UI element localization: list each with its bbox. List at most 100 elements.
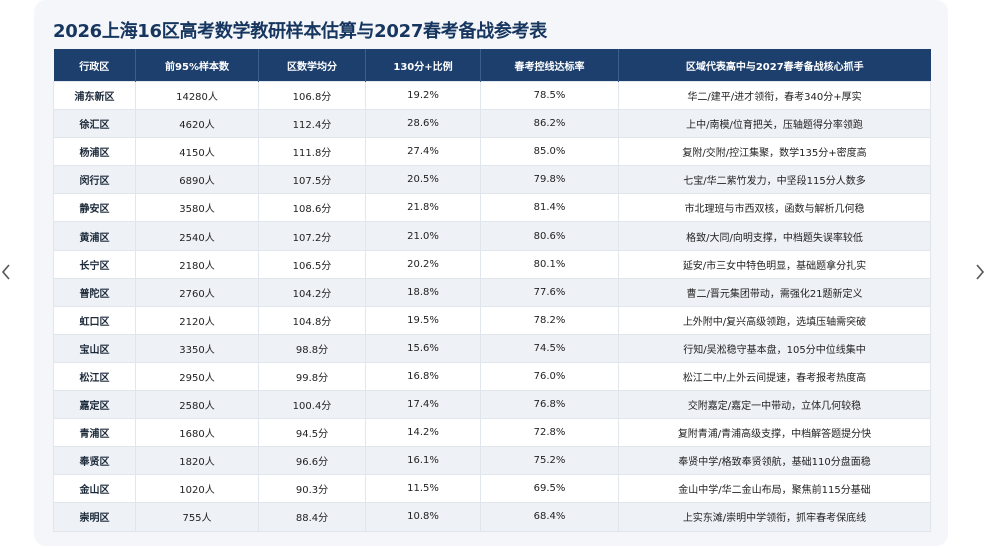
col-strategy-cell: 交附嘉定/嘉定一中带动，立体几何较稳 [618, 390, 931, 420]
col-pass-rate-cell: 75.2% [480, 446, 619, 476]
col-sample-count-cell: 6890人 [135, 165, 259, 195]
col-130-ratio-cell: 11.5% [365, 474, 481, 504]
col-strategy-cell: 奉贤中学/格致奉贤领航，基础110分盘面稳 [618, 446, 931, 476]
col-pass-rate-cell: 86.2% [480, 109, 619, 139]
col-pass-rate-cell: 78.2% [480, 305, 619, 335]
col-sample-count-cell: 755人 [135, 502, 259, 532]
page-title: 2026上海16区高考数学教研样本估算与2027春考备战参考表 [53, 21, 547, 42]
col-130-ratio-cell: 18.8% [365, 277, 481, 307]
col-avg-score-cell: 88.4分 [258, 502, 366, 532]
col-pass-rate-cell: 79.8% [480, 165, 619, 195]
col-avg-score-cell: 96.6分 [258, 446, 366, 476]
col-avg-score-cell: 104.2分 [258, 277, 366, 307]
table-body: 浦东新区 14280人 106.8分 19.2% 78.5% 华二/建平/进才领衔，春考3… [53, 80, 931, 532]
col-pass-rate-header: 春考控线达标率 [480, 49, 619, 82]
col-130-ratio-cell: 14.2% [365, 418, 481, 448]
col-avg-score-cell: 104.8分 [258, 305, 366, 335]
table-row: 嘉定区 2580人 100.4分 17.4% 76.8% 交附嘉定/嘉定一中带动，立体几何… [53, 390, 931, 420]
col-sample-count-cell: 2540人 [135, 221, 259, 251]
chevron-right-icon [975, 264, 984, 280]
col-strategy-cell: 曹二/晋元集团带动，需强化21题新定义 [618, 277, 931, 307]
col-sample-count-cell: 2760人 [135, 277, 259, 307]
table-row: 金山区 1020人 90.3分 11.5% 69.5% 金山中学/华二金山布局，聚焦前11… [53, 474, 931, 504]
col-avg-score-cell: 98.8分 [258, 333, 366, 363]
table-row: 奉贤区 1820人 96.6分 16.1% 75.2% 奉贤中学/格致奉贤领航，基础110… [53, 446, 931, 476]
col-avg-score-cell: 100.4分 [258, 390, 366, 420]
col-130-ratio-cell: 21.0% [365, 221, 481, 251]
col-130-ratio-cell: 28.6% [365, 109, 481, 139]
col-region-cell: 静安区 [53, 193, 136, 223]
col-strategy-header: 区域代表高中与2027春考备战核心抓手 [618, 49, 931, 82]
col-pass-rate-cell: 85.0% [480, 137, 619, 167]
col-region-cell: 普陀区 [53, 277, 136, 307]
col-strategy-cell: 格致/大同/向明支撑，中档题失误率较低 [618, 221, 931, 251]
col-avg-score-cell: 107.2分 [258, 221, 366, 251]
chevron-left-icon [1, 264, 11, 280]
next-button[interactable] [974, 262, 984, 282]
col-strategy-cell: 复附/交附/控江集聚，数学135分+密度高 [618, 137, 931, 167]
col-region-cell: 虹口区 [53, 305, 136, 335]
col-sample-count-cell: 2950人 [135, 361, 259, 392]
col-sample-count-cell: 2120人 [135, 305, 259, 335]
col-avg-score-cell: 106.5分 [258, 249, 366, 279]
table-header: 行政区 前95%样本数 区数学均分 130分+比例 春考控线达标率 区域代表高中与2027… [53, 49, 931, 82]
table-row: 徐汇区 4620人 112.4分 28.6% 86.2% 上中/南模/位育把关，压轴题得分… [53, 109, 931, 139]
col-130-ratio-cell: 16.8% [365, 361, 481, 392]
col-130-ratio-header: 130分+比例 [365, 49, 481, 82]
col-pass-rate-cell: 76.8% [480, 390, 619, 420]
col-avg-score-cell: 111.8分 [258, 137, 366, 167]
col-130-ratio-cell: 27.4% [365, 137, 481, 167]
col-sample-count-cell: 4620人 [135, 109, 259, 139]
col-region-cell: 黄浦区 [53, 221, 136, 251]
col-130-ratio-cell: 17.4% [365, 390, 481, 420]
table-row: 闵行区 6890人 107.5分 20.5% 79.8% 七宝/华二紫竹发力，中坚段115… [53, 165, 931, 195]
col-strategy-cell: 延安/市三女中特色明显，基础题拿分扎实 [618, 249, 931, 279]
col-130-ratio-cell: 15.6% [365, 333, 481, 363]
col-130-ratio-cell: 10.8% [365, 502, 481, 532]
col-pass-rate-cell: 69.5% [480, 474, 619, 504]
table-row: 浦东新区 14280人 106.8分 19.2% 78.5% 华二/建平/进才领衔，春考3… [53, 80, 931, 111]
col-sample-count-cell: 2580人 [135, 390, 259, 420]
table-row: 松江区 2950人 99.8分 16.8% 76.0% 松江二中/上外云间提速，春考报考热… [53, 361, 931, 392]
col-avg-score-cell: 90.3分 [258, 474, 366, 504]
table-row: 虹口区 2120人 104.8分 19.5% 78.2% 上外附中/复兴高级领跑，选填压轴… [53, 305, 931, 335]
col-strategy-cell: 上中/南模/位育把关，压轴题得分率领跑 [618, 109, 931, 139]
col-130-ratio-cell: 19.2% [365, 80, 481, 111]
col-region-cell: 杨浦区 [53, 137, 136, 167]
col-130-ratio-cell: 16.1% [365, 446, 481, 476]
col-130-ratio-cell: 20.2% [365, 249, 481, 279]
prev-button[interactable] [0, 262, 12, 282]
table-row: 杨浦区 4150人 111.8分 27.4% 85.0% 复附/交附/控江集聚，数学135… [53, 137, 931, 167]
col-strategy-cell: 行知/吴淞稳守基本盘，105分中位线集中 [618, 333, 931, 363]
data-table: 行政区 前95%样本数 区数学均分 130分+比例 春考控线达标率 区域代表高中与2027… [53, 49, 931, 532]
table-row: 普陀区 2760人 104.2分 18.8% 77.6% 曹二/晋元集团带动，需强化21题… [53, 277, 931, 307]
table-row: 宝山区 3350人 98.8分 15.6% 74.5% 行知/吴淞稳守基本盘，105分中位… [53, 333, 931, 363]
col-strategy-cell: 复附青浦/青浦高级支撑，中档解答题提分快 [618, 418, 931, 448]
col-region-cell: 金山区 [53, 474, 136, 504]
col-strategy-cell: 松江二中/上外云间提速，春考报考热度高 [618, 361, 931, 392]
col-pass-rate-cell: 74.5% [480, 333, 619, 363]
table-row: 崇明区 755人 88.4分 10.8% 68.4% 上实东滩/崇明中学领衔，抓牢春考保底… [53, 502, 931, 532]
table-row: 青浦区 1680人 94.5分 14.2% 72.8% 复附青浦/青浦高级支撑，中档解答题… [53, 418, 931, 448]
col-pass-rate-cell: 72.8% [480, 418, 619, 448]
col-region-cell: 青浦区 [53, 418, 136, 448]
col-strategy-cell: 上实东滩/崇明中学领衔，抓牢春考保底线 [618, 502, 931, 532]
col-avg-score-cell: 99.8分 [258, 361, 366, 392]
col-sample-count-cell: 4150人 [135, 137, 259, 167]
col-avg-score-cell: 107.5分 [258, 165, 366, 195]
col-strategy-cell: 上外附中/复兴高级领跑，选填压轴需突破 [618, 305, 931, 335]
col-strategy-cell: 市北理班与市西双核，函数与解析几何稳 [618, 193, 931, 223]
col-region-cell: 徐汇区 [53, 109, 136, 139]
col-130-ratio-cell: 21.8% [365, 193, 481, 223]
table-row: 静安区 3580人 108.6分 21.8% 81.4% 市北理班与市西双核，函数与解析几… [53, 193, 931, 223]
col-sample-count-header: 前95%样本数 [135, 49, 259, 82]
col-region-cell: 崇明区 [53, 502, 136, 532]
col-130-ratio-cell: 20.5% [365, 165, 481, 195]
col-avg-score-cell: 94.5分 [258, 418, 366, 448]
col-sample-count-cell: 1020人 [135, 474, 259, 504]
col-region-cell: 宝山区 [53, 333, 136, 363]
table-row: 黄浦区 2540人 107.2分 21.0% 80.6% 格致/大同/向明支撑，中档题失误… [53, 221, 931, 251]
col-sample-count-cell: 1680人 [135, 418, 259, 448]
col-region-cell: 嘉定区 [53, 390, 136, 420]
table-row: 长宁区 2180人 106.5分 20.2% 80.1% 延安/市三女中特色明显，基础题拿… [53, 249, 931, 279]
